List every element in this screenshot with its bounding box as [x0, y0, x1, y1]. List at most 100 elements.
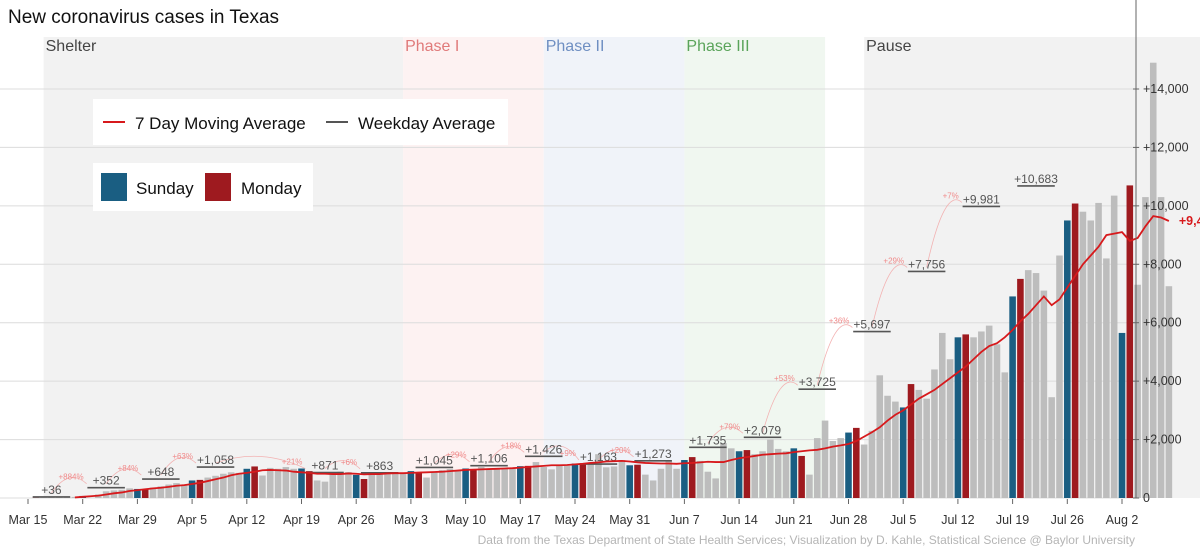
daily-bar — [391, 472, 399, 498]
daily-bar — [407, 471, 415, 498]
daily-bar — [587, 463, 594, 498]
daily-bar — [524, 465, 532, 498]
daily-bar — [1149, 62, 1157, 498]
y-tick-label: +8,000 — [1143, 257, 1182, 271]
y-tick-label: +12,000 — [1143, 140, 1189, 154]
daily-bar — [118, 489, 126, 498]
phase-label: Phase III — [686, 38, 749, 55]
x-tick-label: May 31 — [609, 513, 650, 527]
daily-bar — [821, 420, 829, 498]
daily-bar — [1087, 220, 1095, 498]
pct-arc — [324, 460, 361, 470]
daily-bar — [595, 454, 602, 498]
daily-bar — [509, 467, 516, 498]
daily-bar — [368, 472, 376, 498]
daily-bar — [907, 384, 915, 498]
pct-arc — [926, 199, 963, 268]
legend-moving-average-label: 7 Day Moving Average — [135, 114, 306, 133]
daily-bar — [728, 448, 735, 498]
daily-bar — [266, 467, 274, 498]
daily-bar — [899, 407, 907, 498]
daily-bar — [837, 438, 844, 498]
legend: 7 Day Moving Average Weekday Average Sunda… — [93, 99, 508, 211]
daily-bar — [923, 398, 930, 498]
daily-bar — [673, 468, 680, 498]
daily-bar — [806, 474, 813, 498]
daily-bar — [431, 471, 438, 498]
last-value-label: +9,482 — [1179, 214, 1200, 228]
pct-arc — [816, 324, 853, 386]
daily-bar — [259, 475, 266, 498]
axes-layer: 0 +2,000 +4,000 +6,000 +8,000 +10,000 +12,000 +… — [9, 0, 1189, 527]
daily-bar — [1134, 284, 1141, 498]
daily-bar — [681, 460, 688, 498]
daily-bar — [173, 483, 180, 498]
daily-bar — [1165, 286, 1173, 498]
daily-bar — [782, 451, 790, 498]
daily-bar — [446, 469, 454, 498]
daily-bar — [181, 485, 188, 498]
pct-arc — [51, 477, 87, 494]
daily-bar — [360, 479, 368, 498]
daily-bar — [243, 468, 251, 498]
x-tick-label: Jul 12 — [941, 513, 974, 527]
weekday-average-label: +1,273 — [635, 447, 672, 461]
daily-bar — [384, 473, 391, 498]
daily-bar — [720, 443, 727, 498]
pct-change-label: +6% — [341, 458, 357, 467]
daily-bar — [470, 469, 477, 498]
daily-bar — [540, 467, 548, 498]
pct-arc — [707, 426, 744, 444]
x-tick-label: May 17 — [500, 513, 541, 527]
weekday-average-label: +3,725 — [799, 375, 836, 389]
daily-bar — [188, 480, 196, 498]
daily-bar — [149, 487, 157, 498]
weekday-average-label: +9,981 — [963, 192, 1000, 206]
daily-bar — [712, 478, 719, 498]
daily-bar — [454, 470, 462, 498]
daily-bar — [376, 474, 383, 498]
daily-bar — [1001, 372, 1009, 498]
pct-change-label: +53% — [774, 374, 795, 383]
daily-bar — [532, 462, 540, 498]
x-tick-label: May 10 — [445, 513, 486, 527]
pct-arc — [871, 264, 908, 328]
daily-bar — [1142, 197, 1149, 499]
daily-bar — [1064, 220, 1071, 498]
daily-bar — [759, 451, 766, 498]
pct-change-label: +29% — [446, 451, 467, 460]
x-tick-label: May 3 — [394, 513, 428, 527]
daily-bar — [196, 479, 204, 498]
daily-bar — [845, 432, 852, 498]
x-tick-label: Jun 14 — [720, 513, 758, 527]
daily-bar — [282, 467, 290, 498]
weekday-average-label: +863 — [366, 459, 393, 473]
daily-bar — [165, 484, 172, 498]
daily-bar — [704, 471, 712, 498]
daily-bar — [602, 467, 610, 498]
legend-monday-swatch — [205, 173, 231, 201]
daily-bar — [227, 472, 235, 498]
pct-arc — [543, 445, 580, 461]
daily-bar — [204, 477, 212, 498]
pct-change-label: +18% — [501, 441, 522, 450]
daily-bar — [743, 450, 751, 498]
daily-bar — [618, 460, 626, 498]
weekday-average-label: +1,045 — [416, 453, 453, 467]
daily-bar — [313, 480, 321, 498]
x-tick-label: Jun 21 — [775, 513, 813, 527]
weekday-average-label: +10,683 — [1014, 172, 1058, 186]
pct-arc — [160, 456, 197, 476]
phase-band — [543, 37, 685, 498]
daily-bar — [1157, 197, 1165, 499]
daily-bar — [946, 359, 954, 498]
daily-bar — [892, 401, 899, 498]
legend-monday-label: Monday — [241, 179, 302, 198]
x-tick-label: Apr 26 — [338, 513, 375, 527]
daily-bar — [798, 455, 805, 498]
daily-bar — [688, 457, 696, 498]
weekday-average-label: +1,058 — [197, 453, 234, 467]
x-tick-label: Mar 15 — [9, 513, 48, 527]
daily-bar — [134, 488, 141, 498]
daily-bar — [978, 331, 985, 498]
